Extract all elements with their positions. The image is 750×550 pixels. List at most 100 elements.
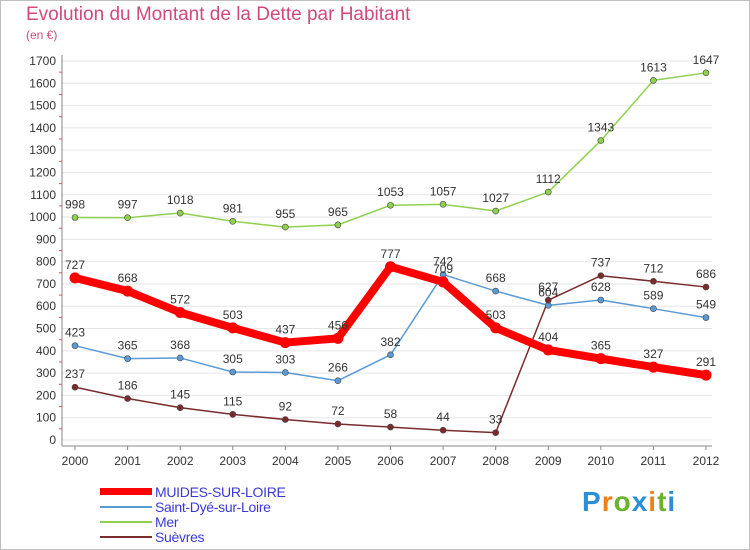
legend-swatch-saint-dye [100,506,152,508]
x-tick-label: 2001 [114,454,141,468]
data-label: 291 [696,355,716,369]
data-label: 955 [275,207,295,221]
data-label: 237 [65,367,85,381]
data-point [439,426,447,434]
data-label: 1018 [167,193,194,207]
data-point [122,285,134,297]
data-point [650,305,657,312]
x-tick-label: 2009 [535,454,562,468]
data-point [597,137,605,144]
y-tick-label: 1000 [29,210,56,224]
legend-swatch-muides [100,488,152,495]
data-label: 549 [696,298,716,312]
data-point [702,283,710,291]
x-tick-label: 2000 [62,454,89,468]
data-label: 72 [331,404,345,418]
legend-label-muides: MUIDES-SUR-LOIRE [155,484,286,500]
y-tick-label: 700 [36,277,56,291]
chart-title: Evolution du Montant de la Dette par Hab… [26,4,411,25]
logo-letter: P [582,486,602,517]
data-label: 1112 [536,172,561,186]
x-tick-label: 2002 [167,454,194,468]
x-tick-label: 2005 [325,454,352,468]
data-point [71,214,79,221]
legend-label-mer: Mer [155,514,179,530]
data-label: 737 [591,256,611,270]
data-label: 186 [118,379,138,393]
data-label: 709 [433,262,453,276]
x-tick-label: 2004 [272,454,299,468]
data-point [544,296,552,304]
x-tick-label: 2008 [482,454,509,468]
data-point [124,395,131,402]
logo-letter: i [648,486,658,517]
data-point [174,306,186,318]
data-label: 365 [118,339,138,353]
logo-letter: r [601,486,614,517]
data-point [702,314,710,321]
x-tick-label: 2006 [377,454,404,468]
y-tick-label: 900 [36,232,56,246]
data-label: 1613 [640,60,667,74]
data-point [69,272,81,284]
logo-letter: t [657,486,668,517]
data-point [385,261,396,273]
y-tick-label: 1500 [29,99,56,113]
data-point [544,188,552,196]
series-line [71,262,710,380]
data-label: 503 [486,308,506,322]
data-label: 604 [538,285,558,299]
data-point [332,332,344,344]
data-label: 727 [65,258,85,272]
data-label: 44 [436,410,450,424]
data-label: 327 [643,347,663,361]
data-point [282,416,289,423]
data-label: 668 [118,271,138,285]
data-label: 503 [223,308,243,322]
y-tick-label: 300 [36,366,56,380]
data-point [229,217,237,225]
data-point [124,214,131,222]
data-point [700,369,712,381]
y-tick-label: 500 [36,322,56,336]
data-point [490,322,502,334]
data-point [650,77,657,84]
data-label: 303 [275,352,295,366]
data-point [595,353,607,365]
data-label: 437 [275,323,295,337]
data-label: 145 [170,388,190,402]
legend-swatch-suevres [100,536,152,538]
data-label: 742 [433,255,453,269]
data-label: 627 [538,280,558,294]
data-label: 368 [170,338,190,352]
data-point [334,420,342,428]
x-tick-label: 2012 [693,454,720,468]
y-tick-label: 1100 [30,188,56,202]
data-point [492,207,499,215]
data-point [439,201,447,208]
data-label: 997 [118,198,138,212]
data-label: 33 [489,413,503,427]
series-line [74,273,707,382]
data-label: 628 [591,280,611,294]
data-label: 92 [279,399,293,413]
data-label: 589 [643,289,663,303]
data-point [387,351,394,359]
y-tick-label: 1600 [29,76,56,90]
data-label: 686 [696,267,716,281]
data-point [702,69,710,77]
data-label: 115 [223,394,242,408]
data-point [124,355,131,362]
x-tick-label: 2010 [587,454,614,468]
data-point [597,296,605,304]
logo-letter: i [667,486,677,517]
legend-label-saint-dye: Saint-Dyé-sur-Loire [155,499,271,515]
data-point [227,322,239,334]
logo-letter: x [631,486,649,517]
data-label: 365 [591,339,611,353]
y-tick-label: 1700 [29,54,56,68]
data-label: 423 [65,326,85,340]
data-point [334,377,342,384]
data-point [71,383,79,391]
